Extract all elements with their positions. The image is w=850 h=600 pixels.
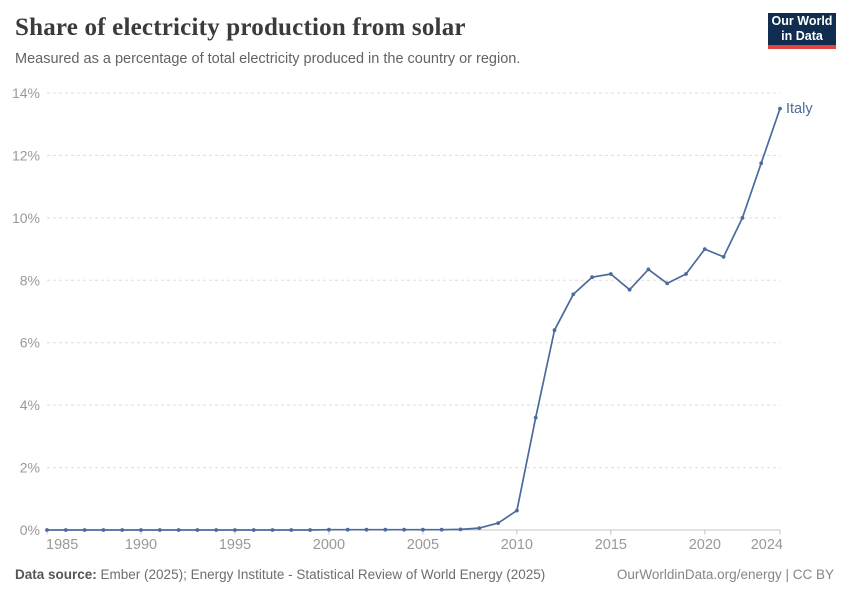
data-source-label: Data source:	[15, 567, 97, 582]
data-point-italy-1986	[63, 528, 68, 532]
owid-logo-line1: Our World	[771, 14, 833, 29]
data-point-italy-2008	[477, 526, 482, 530]
y-tick-label-2: 2%	[20, 460, 40, 476]
data-point-italy-2006	[439, 527, 444, 532]
data-source-note: Data source: Ember (2025); Energy Instit…	[15, 567, 545, 582]
data-point-italy-1991	[157, 528, 162, 532]
x-tick-label-2005: 2005	[407, 537, 439, 553]
data-point-italy-2009	[496, 521, 500, 525]
data-point-italy-1996	[251, 528, 256, 532]
data-point-italy-1992	[176, 528, 181, 532]
x-tick-label-1995: 1995	[219, 537, 251, 553]
data-point-italy-2012	[552, 328, 557, 333]
data-point-italy-2003	[383, 527, 388, 532]
chart-subtitle: Measured as a percentage of total electr…	[15, 51, 521, 67]
x-tick-label-1985: 1985	[46, 537, 78, 553]
chart-footer: Data source: Ember (2025); Energy Instit…	[15, 567, 834, 582]
x-tick-label-2010: 2010	[501, 537, 533, 553]
chart-title: Share of electricity production from sol…	[15, 14, 466, 41]
x-tick-label-1990: 1990	[125, 537, 157, 553]
data-point-italy-2021	[721, 255, 726, 259]
data-point-italy-2011	[533, 415, 538, 420]
data-point-italy-2018	[665, 281, 670, 286]
line-chart: 0% 2% 4% 6% 8% 10% 12% 14% 1985 1990 1995 2000 2005 2…	[12, 85, 813, 553]
owid-logo: Our World in Data	[768, 13, 836, 49]
data-point-italy-2019	[684, 272, 688, 276]
data-point-italy-2020	[702, 247, 707, 252]
data-point-italy-1997	[270, 528, 275, 532]
data-line-italy	[46, 107, 781, 531]
y-tick-label-10: 10%	[12, 210, 40, 226]
y-tick-label-12: 12%	[12, 147, 40, 163]
data-point-italy-1985	[45, 528, 49, 532]
data-point-italy-2013	[571, 292, 576, 297]
credit-note: OurWorldinData.org/energy | CC BY	[616, 567, 834, 582]
data-point-italy-2022	[740, 216, 745, 220]
y-tick-label-0: 0%	[20, 522, 40, 538]
data-point-italy-2015	[608, 272, 613, 276]
owid-logo-line2: in Data	[781, 29, 823, 43]
x-tick-label-2020: 2020	[689, 537, 721, 553]
data-point-italy-2004	[402, 527, 406, 532]
data-point-italy-2016	[627, 287, 632, 292]
data-point-italy-1998	[289, 528, 294, 532]
data-point-italy-2014	[590, 275, 594, 280]
y-tick-label-8: 8%	[20, 272, 40, 288]
data-point-italy-2000	[327, 527, 331, 532]
data-point-italy-2017	[646, 267, 651, 272]
data-point-italy-2007	[458, 527, 463, 532]
y-tick-label-6: 6%	[20, 335, 40, 351]
data-point-italy-1990	[139, 528, 143, 532]
x-tick-label-2015: 2015	[595, 537, 627, 553]
data-point-italy-1995	[233, 528, 237, 532]
data-point-italy-2005	[421, 527, 425, 532]
y-tick-label-4: 4%	[20, 397, 40, 413]
data-point-italy-2001	[345, 527, 350, 532]
data-point-italy-1994	[214, 528, 219, 532]
x-tick-label-2000: 2000	[313, 537, 345, 553]
data-point-italy-1987	[82, 528, 87, 532]
data-point-italy-1989	[120, 528, 125, 532]
data-source-text: Ember (2025); Energy Institute - Statist…	[96, 567, 546, 582]
data-point-italy-2010	[515, 508, 519, 513]
x-tick-label-2024: 2024	[751, 537, 783, 553]
data-point-italy-1993	[195, 528, 200, 532]
data-point-italy-2002	[364, 527, 369, 532]
data-point-italy-1988	[101, 528, 106, 532]
series-label-italy: Italy	[786, 101, 813, 117]
y-tick-label-14: 14%	[12, 85, 40, 101]
data-point-italy-2024	[778, 106, 782, 111]
data-point-italy-2023	[759, 161, 764, 166]
data-point-italy-1999	[308, 528, 312, 532]
